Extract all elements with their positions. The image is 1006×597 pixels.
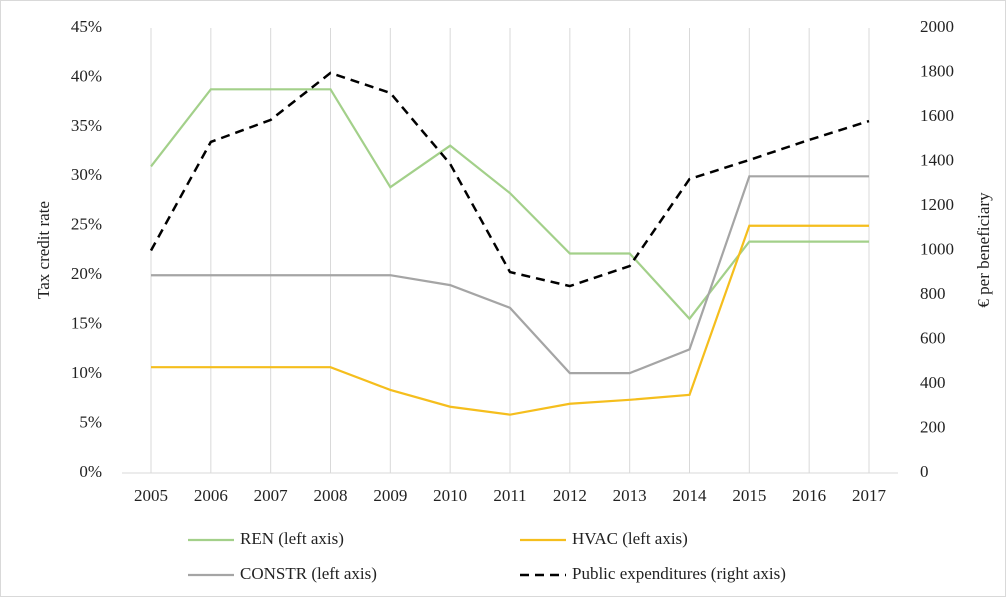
y-tick-label: 0% (79, 462, 102, 481)
series-line (150, 88, 869, 321)
y-axis-label: Tax credit rate (34, 201, 53, 299)
y-tick-label: 40% (71, 66, 102, 85)
y-tick-label: 15% (71, 314, 102, 333)
y-tick-label: 25% (71, 215, 102, 234)
x-tick-label: 2008 (314, 486, 348, 505)
x-tick-label: 2017 (852, 486, 887, 505)
y-tick-label: 30% (71, 165, 102, 184)
y2-tick-label: 1200 (920, 195, 954, 214)
y2-tick-label: 800 (920, 284, 946, 303)
x-tick-label: 2012 (553, 486, 587, 505)
y-tick-label: 35% (71, 116, 102, 135)
legend-label: CONSTR (left axis) (240, 564, 377, 583)
x-tick-label: 2006 (194, 486, 228, 505)
x-tick-label: 2005 (134, 486, 168, 505)
y-tick-label: 5% (79, 412, 102, 431)
series-line (149, 71, 870, 288)
legend-label: REN (left axis) (240, 529, 344, 548)
y2-tick-label: 1400 (920, 150, 954, 169)
y2-tick-label: 1000 (920, 239, 954, 258)
y2-axis-label: € per beneficiary (974, 192, 993, 308)
y-tick-label: 20% (71, 264, 102, 283)
x-tick-label: 2016 (792, 486, 826, 505)
legend-label: HVAC (left axis) (572, 529, 688, 548)
x-tick-label: 2007 (254, 486, 289, 505)
x-tick-label: 2015 (732, 486, 766, 505)
y2-tick-label: 1600 (920, 106, 954, 125)
y-tick-label: 10% (71, 363, 102, 382)
x-tick-label: 2011 (493, 486, 526, 505)
legend-label: Public expenditures (right axis) (572, 564, 786, 583)
y2-tick-label: 200 (920, 417, 946, 436)
y2-tick-label: 600 (920, 328, 946, 347)
x-tick-label: 2013 (613, 486, 647, 505)
series-line (151, 224, 869, 416)
x-tick-label: 2014 (673, 486, 708, 505)
y-tick-label: 45% (71, 17, 102, 36)
series-line (151, 175, 869, 375)
y2-tick-label: 2000 (920, 17, 954, 36)
x-tick-label: 2010 (433, 486, 467, 505)
x-tick-label: 2009 (373, 486, 407, 505)
y2-tick-label: 400 (920, 373, 946, 392)
y2-tick-label: 0 (920, 462, 929, 481)
y2-tick-label: 1800 (920, 61, 954, 80)
